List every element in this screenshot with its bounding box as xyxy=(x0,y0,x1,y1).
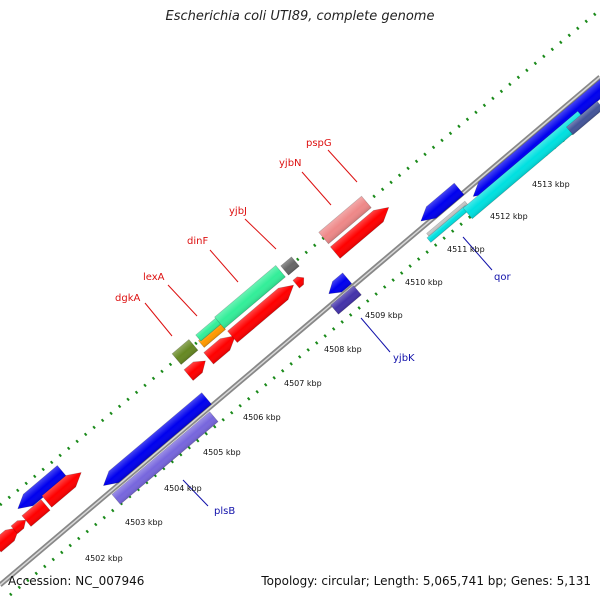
forward-cds-2 xyxy=(10,519,27,535)
leader-line xyxy=(182,479,209,507)
forward-cds-yjbJ xyxy=(292,276,305,289)
forward-cds-yjbN xyxy=(330,207,390,259)
feature-track xyxy=(0,77,600,553)
tick-label: 4507 kbp xyxy=(284,379,322,388)
reverse-cds-5 xyxy=(330,285,362,315)
feature-pale-yjbN xyxy=(318,195,372,245)
leader-line xyxy=(301,171,332,206)
gene-label-dgkA[interactable]: dgkA xyxy=(115,293,140,304)
leader-line xyxy=(360,317,391,353)
leader-line xyxy=(244,218,277,250)
forward-cds-4 xyxy=(41,472,82,508)
reverse-cds-4 xyxy=(328,272,353,295)
tick-label: 4508 kbp xyxy=(324,345,362,354)
gene-label-plsB[interactable]: plsB xyxy=(214,506,235,517)
forward-cds-dinF xyxy=(227,284,295,343)
tick-label: 4510 kbp xyxy=(405,278,443,287)
forward-cds-3 xyxy=(21,499,51,527)
gene-label-yjbN[interactable]: yjbN xyxy=(279,158,302,169)
tick-label: 4509 kbp xyxy=(365,311,403,320)
reverse-cds-6 xyxy=(420,182,465,222)
genome-summary: Topology: circular; Length: 5,065,741 bp… xyxy=(261,574,591,588)
leader-line xyxy=(462,236,493,271)
feature-green-dinF xyxy=(214,265,286,329)
leader-line xyxy=(167,284,198,317)
tick-label: 4511 kbp xyxy=(447,245,485,254)
gene-label-pspG[interactable]: pspG xyxy=(306,138,332,149)
forward-cds-dgkA xyxy=(183,360,206,381)
reverse-cds-3 xyxy=(111,411,219,505)
outer-tick-track xyxy=(0,8,600,507)
tick-label: 4506 kbp xyxy=(243,413,281,422)
gene-label-dinF[interactable]: dinF xyxy=(187,236,208,247)
genome-title: Escherichia coli UTI89, complete genome xyxy=(165,9,435,24)
leader-line xyxy=(327,149,358,183)
feature-grey xyxy=(280,256,300,276)
tick-label: 4512 kbp xyxy=(490,212,528,221)
reverse-cds-2 xyxy=(102,392,212,486)
tick-label: 4505 kbp xyxy=(203,448,241,457)
tick-label: 4503 kbp xyxy=(125,518,163,527)
tick-label: 4513 kbp xyxy=(532,180,570,189)
reverse-cds-11 xyxy=(566,100,600,136)
tick-label: 4504 kbp xyxy=(164,484,202,493)
tick-label: 4502 kbp xyxy=(85,554,123,563)
kbp-tick-labels: 4502 kbp 4503 kbp 4504 kbp 4505 kbp 4506 kbp… xyxy=(85,180,570,563)
gene-label-yjbK[interactable]: yjbK xyxy=(393,353,415,364)
accession-label: Accession: NC_007946 xyxy=(8,574,145,588)
genome-backbone-highlight xyxy=(0,76,600,586)
leader-line xyxy=(144,302,173,337)
forward-cds-lexA xyxy=(203,335,236,365)
label-leaders xyxy=(144,149,493,507)
feature-olive xyxy=(171,339,199,365)
gene-label-qor[interactable]: qor xyxy=(494,272,511,283)
gene-label-yjbJ[interactable]: yjbJ xyxy=(229,206,247,217)
forward-cds-1 xyxy=(0,526,20,553)
leader-line xyxy=(209,249,239,283)
gene-label-lexA[interactable]: lexA xyxy=(143,272,165,283)
